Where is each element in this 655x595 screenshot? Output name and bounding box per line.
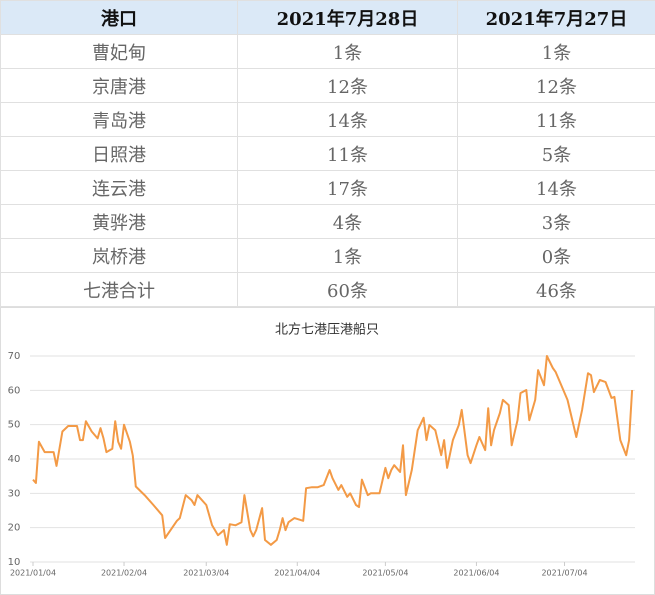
- y-tick-label: 40: [8, 454, 21, 465]
- x-tick-label: 2021/07/04: [541, 569, 587, 578]
- table-cell: 12条: [237, 68, 458, 103]
- table-cell: 1条: [237, 238, 458, 273]
- table-cell: 日照港: [0, 136, 238, 171]
- table-cell: 14条: [457, 170, 655, 205]
- table-cell: 17条: [237, 170, 458, 205]
- table-cell: 岚桥港: [0, 238, 238, 273]
- table-cell: 11条: [237, 136, 458, 171]
- table-cell: 3条: [457, 204, 655, 239]
- x-tick-label: 2021/06/04: [453, 569, 499, 578]
- table-cell: 11条: [457, 102, 655, 137]
- x-tick-label: 2021/04/04: [274, 569, 320, 578]
- header-cell: 2021年7月27日: [457, 0, 655, 35]
- x-tick-label: 2021/05/04: [362, 569, 408, 578]
- table-cell: 连云港: [0, 170, 238, 205]
- table-row: 青岛港 14条 11条: [0, 102, 655, 137]
- y-tick-label: 70: [8, 351, 21, 362]
- y-tick-label: 10: [8, 557, 21, 568]
- table-cell: 60条: [237, 272, 458, 307]
- x-tick-label: 2021/02/04: [101, 569, 147, 578]
- header-row: 港口 2021年7月28日 2021年7月27日: [0, 0, 655, 35]
- header-cell: 港口: [0, 0, 238, 35]
- y-tick-label: 60: [8, 385, 21, 396]
- x-tick-label: 2021/03/04: [183, 569, 229, 578]
- table-cell: 曹妃甸: [0, 34, 238, 69]
- table-cell: 12条: [457, 68, 655, 103]
- table-body: 曹妃甸 1条 1条 京唐港 12条 12条 青岛港 14条 11条 日照港 11条 5条 连云港 17条 1…: [0, 34, 655, 307]
- table-row: 黄骅港 4条 3条: [0, 204, 655, 239]
- table-cell: 青岛港: [0, 102, 238, 137]
- table-row: 岚桥港 1条 0条: [0, 238, 655, 273]
- table-cell: 5条: [457, 136, 655, 171]
- header-cell: 2021年7月28日: [237, 0, 458, 35]
- table-cell: 46条: [457, 272, 655, 307]
- line: [32, 355, 634, 546]
- table-row: 京唐港 12条 12条: [0, 68, 655, 103]
- y-tick-label: 50: [8, 420, 21, 431]
- table-cell: 七港合计: [0, 272, 238, 307]
- chart-border: [0, 307, 655, 595]
- table-row: 七港合计 60条 46条: [0, 272, 655, 307]
- table-row: 连云港 17条 14条: [0, 170, 655, 205]
- x-tick-label: 2021/01/04: [10, 569, 56, 578]
- y-tick-label: 20: [8, 523, 21, 534]
- chart: 北方七港压港船只 10 20 30 40 50 60 70 2021/01/04 2021/02…: [0, 307, 655, 595]
- y-tick-label: 30: [8, 488, 21, 499]
- table-cell: 4条: [237, 204, 458, 239]
- table-row: 曹妃甸 1条 1条: [0, 34, 655, 69]
- port-table: 港口 2021年7月28日 2021年7月27日 曹妃甸 1条 1条 京唐港 12条 12条青…: [0, 0, 655, 307]
- table-cell: 14条: [237, 102, 458, 137]
- chart-title: 北方七港压港船只: [275, 322, 379, 338]
- table-cell: 黄骅港: [0, 204, 238, 239]
- table-cell: 京唐港: [0, 68, 238, 103]
- table-cell: 1条: [237, 34, 458, 69]
- table-cell: 0条: [457, 238, 655, 273]
- table-row: 日照港 11条 5条: [0, 136, 655, 171]
- table-cell: 1条: [457, 34, 655, 69]
